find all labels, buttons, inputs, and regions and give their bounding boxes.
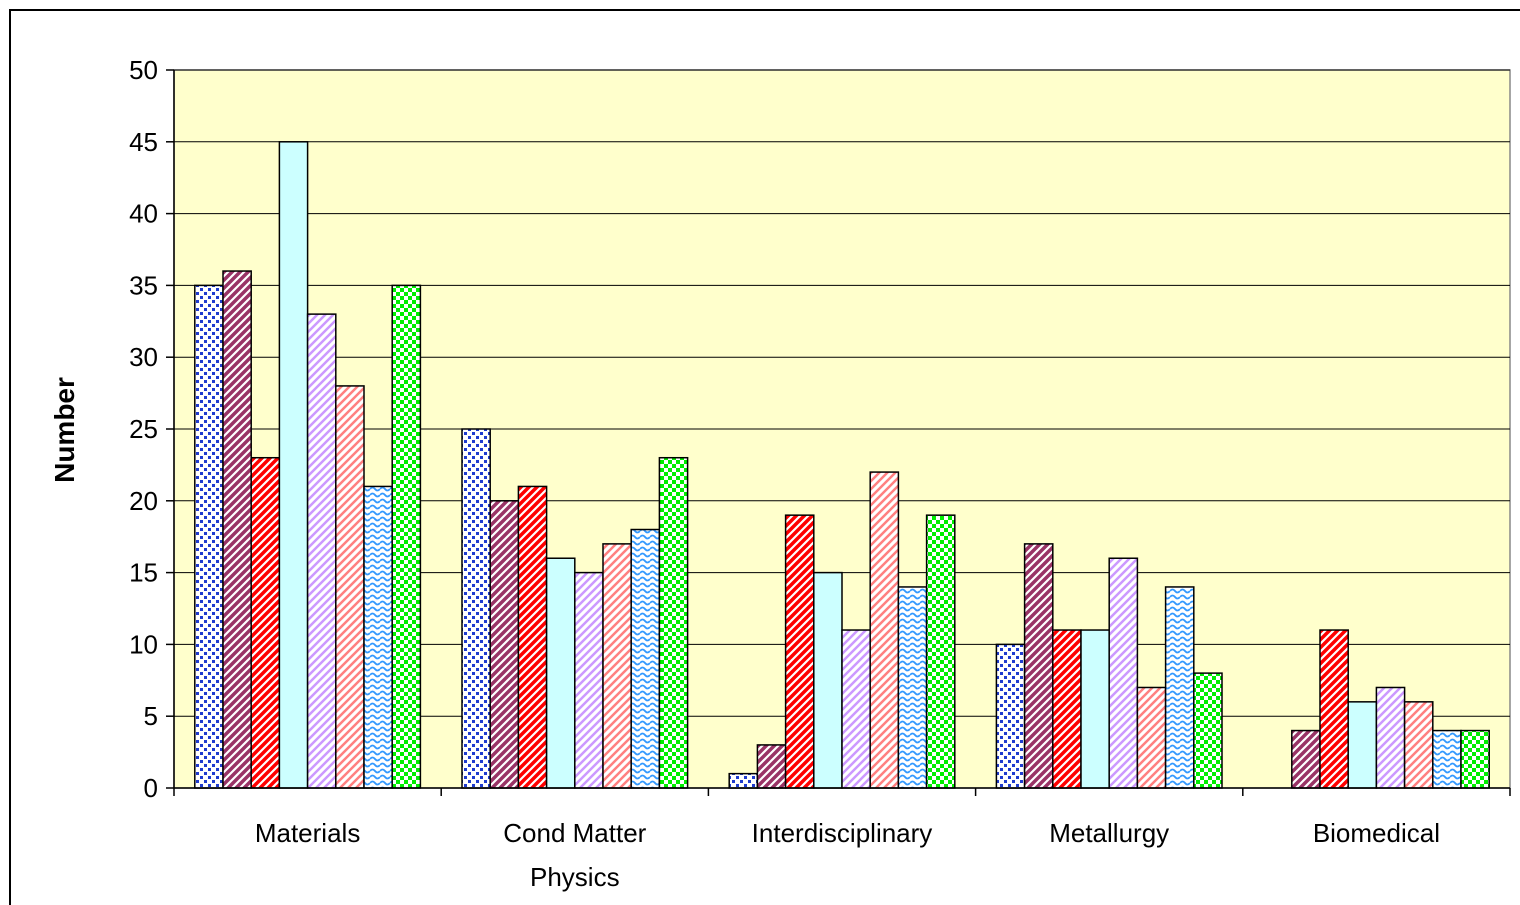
- x-category-label: Cond Matter Physics: [503, 818, 646, 892]
- y-axis-ticks: 0 5 10 15 20 25 30 35 40 45 50: [129, 55, 174, 803]
- bar: [813, 571, 843, 789]
- bar: [1108, 557, 1139, 789]
- bar: [1319, 629, 1349, 789]
- x-category-label: Interdisciplinary: [752, 818, 933, 848]
- bar: [278, 141, 309, 789]
- y-tick-label: 10: [129, 629, 158, 659]
- bar: [489, 500, 520, 789]
- y-tick-label: 30: [129, 342, 158, 372]
- bar: [1164, 586, 1195, 789]
- bar: [728, 772, 759, 789]
- bar: [658, 456, 689, 789]
- bar: [897, 586, 928, 789]
- x-category-label: Metallurgy: [1049, 818, 1169, 848]
- y-tick-label: 50: [129, 55, 158, 85]
- y-tick-label: 35: [129, 270, 158, 300]
- bar: [1052, 629, 1082, 789]
- bar: [756, 744, 787, 789]
- x-axis-categories: Materials Cond Matter Physics Interdiscipli…: [255, 818, 1440, 892]
- y-tick-label: 0: [144, 773, 158, 803]
- bar: [517, 485, 548, 789]
- bar: [1291, 729, 1321, 789]
- bar: [630, 528, 661, 789]
- x-category-label: Materials: [255, 818, 360, 848]
- x-category-label: Biomedical: [1313, 818, 1440, 848]
- bar: [335, 385, 365, 789]
- bar: [1432, 729, 1462, 789]
- bar: [925, 514, 956, 789]
- bar: [391, 284, 422, 789]
- bar: [784, 514, 815, 789]
- bar: [1347, 701, 1378, 789]
- y-tick-label: 45: [129, 127, 158, 157]
- y-tick-label: 25: [129, 414, 158, 444]
- bar: [363, 485, 393, 789]
- bar: [574, 571, 604, 789]
- bar: [545, 557, 576, 789]
- bar: [222, 270, 252, 789]
- bar: [841, 629, 871, 789]
- y-tick-label: 40: [129, 199, 158, 229]
- bar: [1193, 672, 1223, 789]
- bar: [995, 643, 1026, 789]
- bar: [602, 543, 632, 789]
- bar: [869, 471, 900, 789]
- bar: [1460, 729, 1490, 789]
- bar: [194, 284, 224, 789]
- bar: [250, 456, 281, 789]
- bar: [1023, 543, 1054, 789]
- bar: [461, 428, 491, 789]
- bar: [1403, 701, 1434, 789]
- bar: [1136, 686, 1167, 789]
- bar: [1080, 629, 1110, 789]
- y-tick-label: 20: [129, 486, 158, 516]
- y-axis-label: Number: [49, 377, 80, 483]
- y-tick-label: 15: [129, 558, 158, 588]
- y-tick-label: 5: [144, 701, 158, 731]
- bar: [1375, 686, 1406, 789]
- bar: [306, 313, 337, 789]
